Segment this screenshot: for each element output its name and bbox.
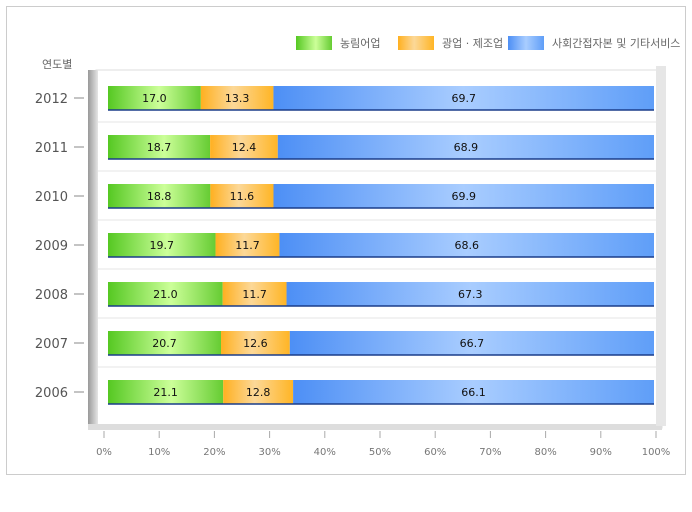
bar-segment	[108, 331, 222, 355]
legend-label: 광업 · 제조업	[442, 37, 503, 50]
data-label: 12.4	[232, 141, 257, 154]
bar-segment	[293, 380, 654, 404]
bar-segment	[210, 135, 278, 159]
bar-segment	[108, 184, 211, 208]
y-tick-label: 2011	[35, 141, 68, 156]
data-label: 11.7	[235, 239, 260, 252]
data-label: 68.6	[454, 239, 479, 252]
bar-segment	[108, 233, 216, 257]
data-label: 18.8	[147, 190, 172, 203]
plot-floor	[88, 424, 662, 430]
bar-segment	[221, 331, 290, 355]
data-label: 66.1	[461, 386, 486, 399]
y-tick-label: 2008	[35, 288, 68, 303]
bar-segment	[277, 135, 654, 159]
bar-segment	[289, 331, 654, 355]
x-tick-label: 20%	[203, 447, 225, 458]
bar-segment	[273, 184, 654, 208]
x-tick-label: 0%	[96, 447, 112, 458]
y-tick-label: 2006	[35, 386, 68, 401]
x-tick-label: 30%	[258, 447, 280, 458]
y-tick-label: 2012	[35, 92, 68, 107]
data-label: 69.9	[451, 190, 476, 203]
legend-label: 사회간접자본 및 기타서비스	[552, 37, 680, 50]
x-tick-label: 100%	[642, 447, 671, 458]
data-label: 17.0	[142, 92, 167, 105]
data-label: 18.7	[147, 141, 172, 154]
data-label: 13.3	[225, 92, 250, 105]
plot-left-wall	[88, 70, 98, 426]
legend-swatch	[508, 36, 544, 50]
bar-segment	[108, 380, 224, 404]
data-label: 12.6	[243, 337, 268, 350]
bar-segment	[210, 184, 274, 208]
bar-segment	[273, 86, 654, 110]
y-tick-label: 2007	[35, 337, 68, 352]
bar-segment	[279, 233, 654, 257]
legend-swatch	[398, 36, 434, 50]
x-tick-label: 50%	[369, 447, 391, 458]
bar-segment	[215, 233, 280, 257]
x-tick-label: 40%	[314, 447, 336, 458]
legend-swatch	[296, 36, 332, 50]
data-label: 20.7	[152, 337, 177, 350]
x-tick-label: 60%	[424, 447, 446, 458]
bar-segment	[108, 86, 201, 110]
bar-segment	[108, 282, 223, 306]
plot-right-wall	[656, 66, 666, 426]
x-tick-label: 70%	[479, 447, 501, 458]
bar-segment	[223, 380, 294, 404]
x-tick-label: 80%	[534, 447, 556, 458]
data-label: 11.7	[242, 288, 267, 301]
data-label: 69.7	[451, 92, 476, 105]
bar-segment	[286, 282, 654, 306]
data-label: 12.8	[246, 386, 271, 399]
bar-segment	[108, 135, 211, 159]
x-tick-label: 10%	[148, 447, 170, 458]
x-tick-label: 90%	[590, 447, 612, 458]
data-label: 67.3	[458, 288, 483, 301]
y-tick-label: 2009	[35, 239, 68, 254]
data-label: 21.1	[153, 386, 178, 399]
data-label: 68.9	[454, 141, 479, 154]
legend-label: 농림어업	[340, 37, 380, 50]
data-label: 66.7	[460, 337, 485, 350]
y-axis-title: 연도별	[42, 58, 72, 71]
data-label: 11.6	[230, 190, 255, 203]
y-tick-label: 2010	[35, 190, 68, 205]
bar-segment	[222, 282, 287, 306]
bar-segment	[200, 86, 274, 110]
data-label: 19.7	[150, 239, 175, 252]
data-label: 21.0	[153, 288, 178, 301]
chart-frame	[6, 6, 686, 475]
